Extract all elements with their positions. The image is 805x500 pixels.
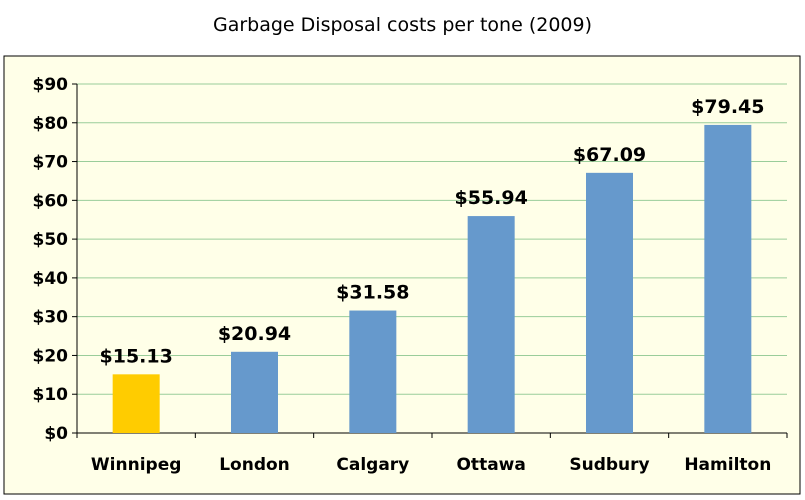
y-tick-label: $20 xyxy=(33,346,69,366)
bar xyxy=(704,124,752,433)
y-tick-label: $60 xyxy=(33,191,69,211)
y-tick-label: $80 xyxy=(33,114,69,134)
category-label: Winnipeg xyxy=(91,455,181,475)
data-label: $67.09 xyxy=(573,144,646,166)
bar xyxy=(349,310,397,433)
category-label: Ottawa xyxy=(456,455,525,475)
y-tick-label: $90 xyxy=(33,75,69,95)
bar xyxy=(112,374,160,433)
category-label: Calgary xyxy=(336,455,409,475)
bar xyxy=(231,351,278,433)
bar xyxy=(586,172,633,433)
y-tick-label: $50 xyxy=(33,230,69,250)
data-label: $20.94 xyxy=(218,323,291,345)
y-tick-label: $70 xyxy=(33,153,69,173)
category-label: Sudbury xyxy=(569,455,649,475)
y-tick-label: $30 xyxy=(33,308,69,328)
data-label: $31.58 xyxy=(336,282,409,304)
bar xyxy=(467,216,515,433)
data-label: $15.13 xyxy=(100,345,173,367)
y-tick-label: $40 xyxy=(33,269,69,289)
category-label: Hamilton xyxy=(684,455,771,475)
chart-title: Garbage Disposal costs per tone (2009) xyxy=(212,14,592,36)
y-tick-label: $10 xyxy=(33,385,69,405)
y-tick-label: $0 xyxy=(44,424,68,444)
category-label: London xyxy=(219,455,290,475)
data-label: $79.45 xyxy=(691,96,764,118)
data-label: $55.94 xyxy=(455,187,528,209)
